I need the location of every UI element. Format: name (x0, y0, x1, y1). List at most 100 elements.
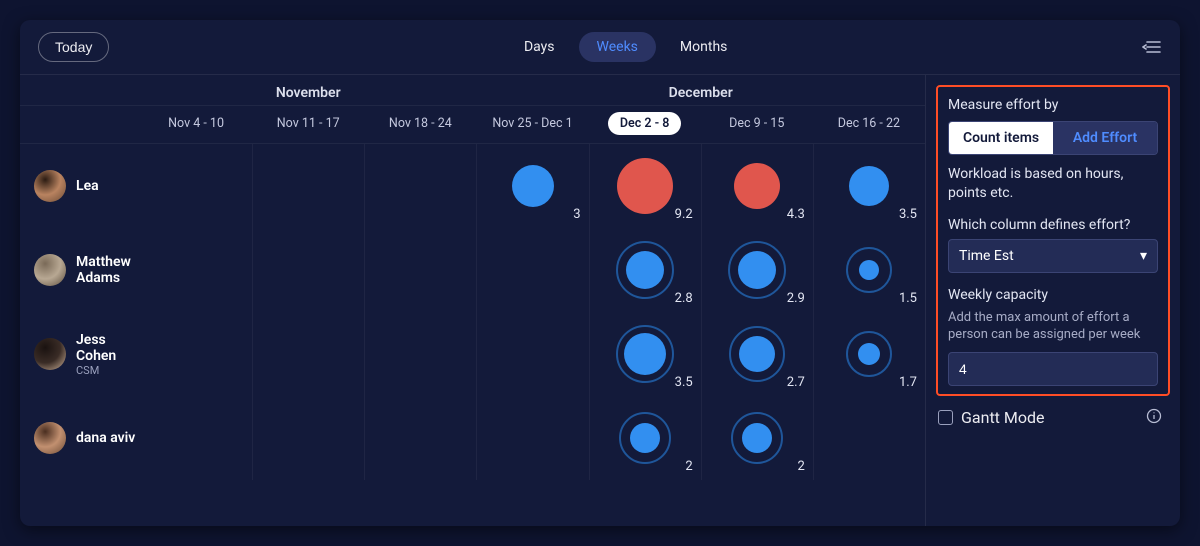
person-cell: dana aviv (20, 422, 140, 454)
workload-cell[interactable]: 1.5 (813, 228, 925, 312)
workload-cell (140, 144, 252, 228)
measure-effort-segmented: Count items Add Effort (948, 121, 1158, 155)
info-icon[interactable] (1146, 408, 1162, 428)
measure-effort-label: Measure effort by (948, 97, 1158, 113)
person-cell: Matthew Adams (20, 254, 140, 286)
avatar[interactable] (34, 422, 66, 454)
workload-cell[interactable]: 2 (589, 396, 701, 480)
collapse-panel-icon[interactable] (1142, 39, 1162, 55)
person-cell: Lea (20, 170, 140, 202)
gantt-mode-checkbox[interactable] (938, 410, 953, 425)
person-name: Matthew Adams (76, 254, 140, 286)
workload-cell[interactable]: 9.2 (589, 144, 701, 228)
weekly-capacity-input[interactable] (948, 352, 1158, 386)
tab-days[interactable]: Days (506, 32, 573, 62)
week-column-header[interactable]: Nov 25 - Dec 1 (476, 106, 588, 143)
workload-cell[interactable]: 2 (701, 396, 813, 480)
workload-cell (476, 228, 588, 312)
add-effort-option[interactable]: Add Effort (1053, 122, 1157, 154)
workload-value: 3.5 (899, 207, 917, 222)
week-column-header[interactable]: Dec 16 - 22 (813, 106, 925, 143)
person-name: Jess Cohen (76, 332, 140, 364)
chevron-down-icon: ▾ (1140, 248, 1147, 264)
person-name: Lea (76, 178, 99, 194)
workload-cell (364, 312, 476, 396)
workload-value: 3 (573, 207, 580, 222)
person-row: Matthew Adams 2.8 2.9 1.5 (20, 228, 925, 312)
content: NovemberDecember Nov 4 - 10Nov 11 - 17No… (20, 75, 1180, 526)
workload-value: 1.7 (899, 375, 917, 390)
workload-bubble (630, 423, 660, 453)
workload-bubble (626, 251, 664, 289)
workload-value: 2.9 (787, 291, 805, 306)
workload-value: 1.5 (899, 291, 917, 306)
workload-grid: NovemberDecember Nov 4 - 10Nov 11 - 17No… (20, 75, 925, 526)
workload-value: 2 (685, 459, 692, 474)
tab-weeks[interactable]: Weeks (579, 32, 656, 62)
week-column-header[interactable]: Dec 2 - 8 (589, 106, 701, 143)
week-column-header[interactable]: Nov 18 - 24 (364, 106, 476, 143)
workload-cell[interactable]: 2.8 (589, 228, 701, 312)
workload-value: 3.5 (675, 375, 693, 390)
workload-cell[interactable]: 3 (476, 144, 588, 228)
gantt-mode-label: Gantt Mode (961, 408, 1044, 427)
avatar[interactable] (34, 170, 66, 202)
workload-cell[interactable]: 2.9 (701, 228, 813, 312)
week-column-header[interactable]: Nov 4 - 10 (140, 106, 252, 143)
gantt-mode-row: Gantt Mode (936, 404, 1170, 432)
month-label: November (140, 75, 476, 105)
person-cell: Jess CohenCSM (20, 332, 140, 377)
person-row: Jess CohenCSM 3.5 2.7 1.7 (20, 312, 925, 396)
workload-app: Today Days Weeks Months NovemberDecember… (20, 20, 1180, 526)
workload-bubble (512, 165, 554, 207)
workload-cell (140, 312, 252, 396)
workload-cell[interactable]: 2.7 (701, 312, 813, 396)
workload-cell (364, 396, 476, 480)
workload-bubble (739, 336, 775, 372)
months-header: NovemberDecember (20, 75, 925, 106)
rows: Lea 3 9.2 4.3 3.5 Matthew Adams 2.8 2.9 1.5 Jess … (20, 144, 925, 526)
workload-cell (476, 396, 588, 480)
workload-value: 2.8 (675, 291, 693, 306)
effort-column-value: Time Est (959, 248, 1014, 264)
month-label: December (476, 75, 925, 105)
header-spacer (20, 106, 140, 143)
workload-value: 9.2 (675, 207, 693, 222)
effort-settings-highlight: Measure effort by Count items Add Effort… (936, 85, 1170, 396)
count-items-option[interactable]: Count items (949, 122, 1053, 154)
workload-cell (252, 228, 364, 312)
workload-cell[interactable]: 3.5 (813, 144, 925, 228)
workload-cell[interactable]: 4.3 (701, 144, 813, 228)
weekly-capacity-label: Weekly capacity (948, 287, 1158, 303)
workload-value: 2 (798, 459, 805, 474)
weeks-header: Nov 4 - 10Nov 11 - 17Nov 18 - 24Nov 25 -… (20, 106, 925, 144)
person-subtitle: CSM (76, 364, 140, 377)
effort-column-dropdown[interactable]: Time Est ▾ (948, 239, 1158, 273)
settings-panel: Measure effort by Count items Add Effort… (925, 75, 1180, 526)
workload-cell (476, 312, 588, 396)
workload-bubble (849, 166, 889, 206)
workload-value: 2.7 (787, 375, 805, 390)
tab-months[interactable]: Months (662, 32, 745, 62)
workload-cell[interactable]: 3.5 (589, 312, 701, 396)
weekly-capacity-help: Add the max amount of effort a person ca… (948, 309, 1158, 344)
avatar[interactable] (34, 338, 66, 370)
workload-cell (364, 228, 476, 312)
workload-cell (252, 396, 364, 480)
effort-description: Workload is based on hours, points etc. (948, 165, 1158, 203)
view-tabs: Days Weeks Months (506, 32, 745, 62)
week-column-header[interactable]: Dec 9 - 15 (701, 106, 813, 143)
person-row: dana aviv 2 2 (20, 396, 925, 480)
workload-value: 4.3 (787, 207, 805, 222)
workload-bubble (738, 251, 776, 289)
workload-cell (252, 144, 364, 228)
week-column-header[interactable]: Nov 11 - 17 (252, 106, 364, 143)
today-button[interactable]: Today (38, 32, 109, 62)
effort-column-label: Which column defines effort? (948, 217, 1158, 233)
workload-bubble (734, 163, 780, 209)
header-spacer (20, 75, 140, 105)
workload-bubble (624, 333, 666, 375)
avatar[interactable] (34, 254, 66, 286)
workload-cell[interactable]: 1.7 (813, 312, 925, 396)
workload-cell (813, 396, 925, 480)
